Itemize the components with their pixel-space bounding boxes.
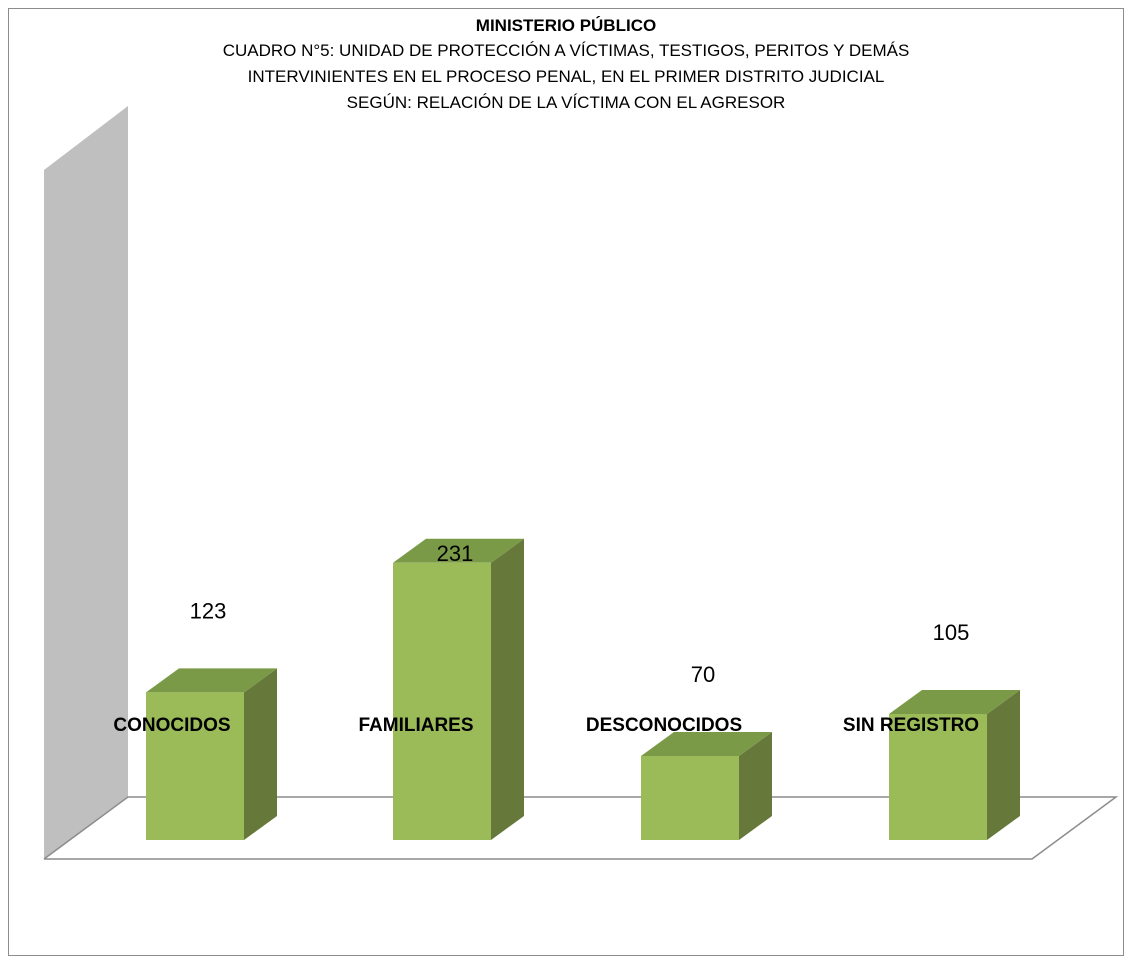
floor-outline [43, 796, 1119, 860]
chart-subtitle-line-2: INTERVINIENTES EN EL PROCESO PENAL, EN E… [247, 67, 885, 86]
back-wall [44, 106, 128, 859]
bar-side-2 [739, 732, 772, 840]
x-tick-label-1: FAMILIARES [358, 715, 473, 736]
data-label-0: 123 [190, 598, 227, 623]
bar-top-1 [393, 538, 524, 563]
bar-side-0 [244, 668, 277, 840]
chart-title: MINISTERIO PÚBLICO [475, 16, 657, 35]
bar-top-2 [641, 732, 772, 756]
chart-title-block: MINISTERIO PÚBLICO CUADRO N°5: UNIDAD DE… [0, 14, 1132, 116]
bar-side-3 [987, 690, 1020, 840]
bar-top-3 [889, 690, 1020, 714]
chart-subtitle-line-1: CUADRO N°5: UNIDAD DE PROTECCIÓN A VÍCTI… [222, 41, 910, 60]
bar-0 [146, 692, 244, 840]
bar-3 [889, 714, 987, 840]
x-tick-label-2: DESCONOCIDOS [586, 715, 742, 736]
x-tick-label-0: CONOCIDOS [113, 715, 230, 736]
chart-subtitle-line-3: SEGÚN: RELACIÓN DE LA VÍCTIMA CON EL AGR… [346, 93, 786, 112]
data-label-1: 231 [437, 541, 474, 566]
bar-top-0 [146, 668, 277, 693]
bar-side-1 [491, 538, 524, 840]
x-tick-label-3: SIN REGISTRO [843, 715, 979, 736]
bar-2 [641, 756, 739, 840]
data-label-3: 105 [933, 620, 970, 645]
bar-1 [393, 562, 491, 840]
data-label-2: 70 [691, 662, 715, 687]
